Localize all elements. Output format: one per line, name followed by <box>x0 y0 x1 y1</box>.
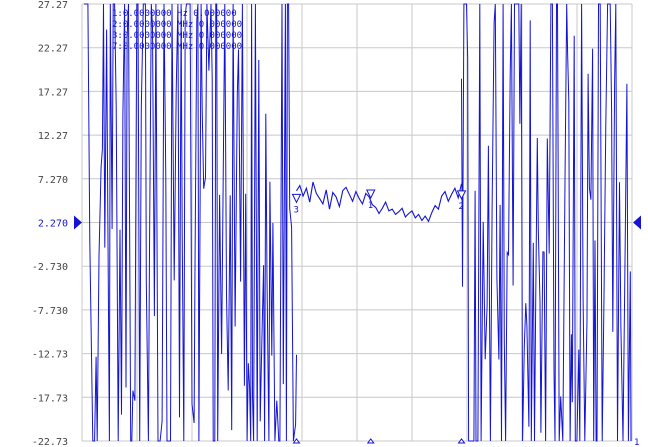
y-tick-label: -7.730 <box>32 306 68 317</box>
y-tick-label: 12.27 <box>38 131 68 142</box>
x-marker-tick-1 <box>366 438 375 444</box>
trace-noise-right <box>461 3 632 442</box>
marker-2-icon <box>456 190 467 201</box>
reference-right-arrow-icon <box>633 215 641 230</box>
y-tick-label: -12.73 <box>32 350 68 361</box>
x-axis-tick-marks <box>292 438 466 444</box>
x-marker-tick-3 <box>292 438 301 444</box>
y-tick-label: 2.270 <box>38 219 68 230</box>
marker-group: 1 2 3 <box>291 189 467 215</box>
trace-noise-left <box>84 3 297 442</box>
y-axis-labels: 27.27 22.27 17.27 12.27 7.270 2.270 -2.730 -7.7… <box>32 0 68 447</box>
y-tick-label: 27.27 <box>38 0 68 11</box>
marker-3-icon <box>291 193 302 204</box>
channel-end-marker-label: 1 <box>634 438 639 447</box>
marker-readout-row: 1:0.0000000 Hz 0.000000 <box>112 9 237 19</box>
y-tick-label: -2.730 <box>32 262 68 273</box>
reference-level-arrows[interactable] <box>74 215 641 230</box>
y-tick-label: 7.270 <box>38 175 68 186</box>
marker-1-icon <box>365 189 376 200</box>
trace-noise-bands <box>84 3 632 442</box>
marker-readout-row: 7:0.0000000 MHz 0.000000 <box>112 42 242 52</box>
y-tick-label: -22.73 <box>32 437 68 447</box>
marker-readout-row: 3:0.0000000 MHz 0.000000 <box>112 31 242 41</box>
marker-2-label: 2 <box>459 202 464 212</box>
reference-left-arrow-icon <box>74 215 82 230</box>
marker-readout-row: 2:0.0000000 MHz 0.000000 <box>112 20 242 30</box>
y-tick-label: -17.73 <box>32 393 68 404</box>
x-marker-tick-2 <box>457 438 466 444</box>
trace-quiet-band <box>296 181 463 223</box>
marker-1-label: 1 <box>368 201 373 211</box>
y-tick-label: 22.27 <box>38 44 68 55</box>
y-tick-label: 17.27 <box>38 87 68 98</box>
marker-3-label: 3 <box>294 205 299 215</box>
